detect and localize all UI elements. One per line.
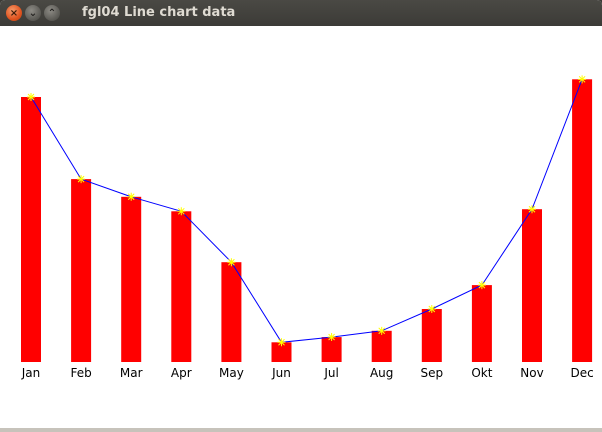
x-tick-label-okt: Okt (471, 366, 492, 380)
bar-jun (271, 342, 292, 362)
x-tick-label-feb: Feb (70, 366, 91, 380)
bar-may (221, 262, 242, 362)
maximize-icon: ⌃ (47, 7, 57, 19)
point-marker-jun (277, 338, 286, 347)
point-marker-feb (77, 175, 86, 184)
x-tick-label-sep: Sep (420, 366, 443, 380)
bar-okt (471, 285, 492, 362)
line-chart: Jan Feb Mar Apr May Jun Jul Aug Sep Okt Nov Dec (21, 75, 594, 380)
window-bottom-border (0, 428, 602, 432)
point-marker-jul (327, 333, 336, 342)
point-marker-may (227, 258, 236, 267)
bar-dec (572, 79, 593, 363)
bar-jul (321, 337, 342, 362)
point-marker-apr (177, 207, 186, 216)
point-marker-mar (127, 192, 136, 201)
title-bar[interactable]: × ⌄ ⌃ fgl04 Line chart data (0, 0, 602, 26)
maximize-button[interactable]: ⌃ (44, 5, 60, 21)
bar-nov (522, 209, 542, 362)
x-tick-label-jul: Jul (323, 366, 338, 380)
window-title: fgl04 Line chart data (82, 5, 236, 20)
x-tick-label-jan: Jan (21, 366, 41, 380)
point-marker-jan (27, 92, 35, 101)
point-marker-dec (578, 75, 587, 84)
bar-jan (21, 97, 41, 362)
point-marker-sep (427, 304, 436, 313)
bar-apr (171, 211, 192, 362)
bar-aug (371, 330, 392, 362)
close-icon: × (9, 7, 19, 19)
minimize-icon: ⌄ (28, 7, 38, 19)
chart-area: Jan Feb Mar Apr May Jun Jul Aug Sep Okt Nov Dec (0, 26, 602, 432)
x-tick-label-apr: Apr (171, 366, 192, 380)
bar-feb (71, 179, 92, 362)
bar-mar (121, 196, 142, 362)
x-tick-label-aug: Aug (370, 366, 393, 380)
x-tick-label-dec: Dec (570, 366, 593, 380)
x-tick-label-mar: Mar (120, 366, 143, 380)
point-marker-aug (377, 326, 386, 335)
point-marker-nov (528, 205, 536, 214)
point-marker-okt (477, 281, 486, 290)
series-line (30, 79, 583, 343)
x-tick-label-nov: Nov (520, 366, 543, 380)
x-tick-label-may: May (219, 366, 244, 380)
x-tick-label-jun: Jun (271, 366, 291, 380)
bar-sep (421, 309, 442, 362)
close-button[interactable]: × (6, 5, 22, 21)
minimize-button[interactable]: ⌄ (25, 5, 41, 21)
